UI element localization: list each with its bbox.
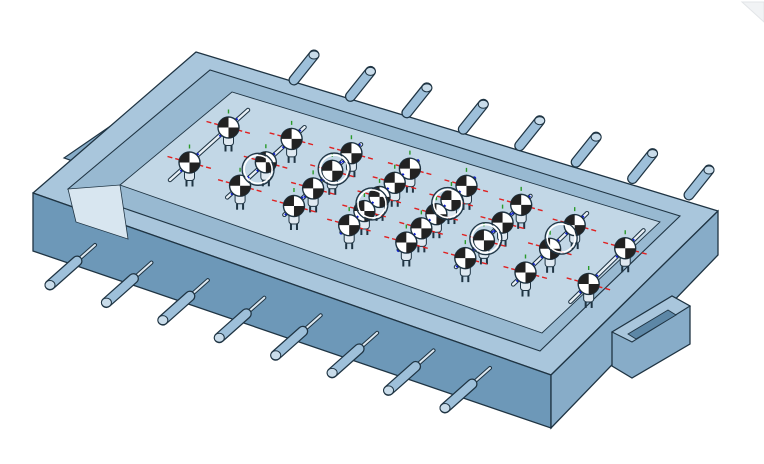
far-rod-handle (288, 49, 320, 86)
near-rod-handles[interactable] (44, 243, 492, 414)
player-rods[interactable] (167, 107, 648, 308)
player-figure (271, 188, 317, 230)
near-rod-handle (270, 313, 323, 361)
player-rod (327, 150, 433, 250)
player-figure (566, 265, 611, 308)
player-figure (384, 224, 429, 267)
selected-connector-ring (355, 187, 389, 221)
goal-slot (627, 309, 677, 340)
far-rod-handle (344, 65, 376, 102)
near-rod-handle (439, 366, 492, 414)
far-rod-handle (457, 98, 489, 135)
player-figure (167, 144, 212, 187)
player-rod (217, 120, 314, 210)
selected-connector-ring (317, 152, 351, 186)
player-rod (271, 135, 374, 230)
selected-connector-ring (431, 186, 465, 221)
far-rod-handle (514, 115, 546, 152)
player-rod (503, 207, 597, 297)
far-rod-handle (570, 131, 602, 168)
selected-connector-ring (544, 221, 578, 255)
player-rod (566, 228, 648, 308)
table-body[interactable] (32, 51, 719, 430)
goal-bracket-right[interactable] (610, 295, 692, 379)
inner-wall-left (67, 184, 129, 240)
near-rod-handle (100, 260, 154, 309)
player-figure (342, 193, 387, 236)
player-figure (290, 170, 336, 213)
near-rod-handle (44, 243, 97, 291)
near-rod-handle (326, 330, 380, 379)
player-figure (269, 120, 314, 163)
player-figure (603, 230, 648, 273)
view-cube-corner-icon[interactable] (740, 1, 764, 23)
selected-connector-ring (469, 221, 503, 256)
far-rod-handle (683, 164, 715, 201)
goal-bracket-top (610, 295, 692, 343)
player-figure (217, 167, 263, 210)
player-rod (167, 107, 251, 187)
player-figure (429, 182, 474, 225)
far-rod-handle (401, 82, 433, 119)
player-figure (327, 207, 372, 250)
near-rod-handle (157, 278, 210, 326)
selected-connector-ring (241, 152, 275, 186)
near-rod-handle (213, 295, 267, 344)
far-rod-handles[interactable] (288, 49, 715, 201)
player-figure (499, 186, 544, 229)
player-figure (443, 240, 488, 283)
player-rod (443, 186, 544, 283)
player-figure (206, 109, 251, 152)
player-figure (387, 150, 433, 193)
player-rod (384, 167, 489, 267)
far-rod-handle (627, 148, 659, 185)
near-rod-handle (383, 348, 436, 396)
player-figure (503, 254, 548, 297)
